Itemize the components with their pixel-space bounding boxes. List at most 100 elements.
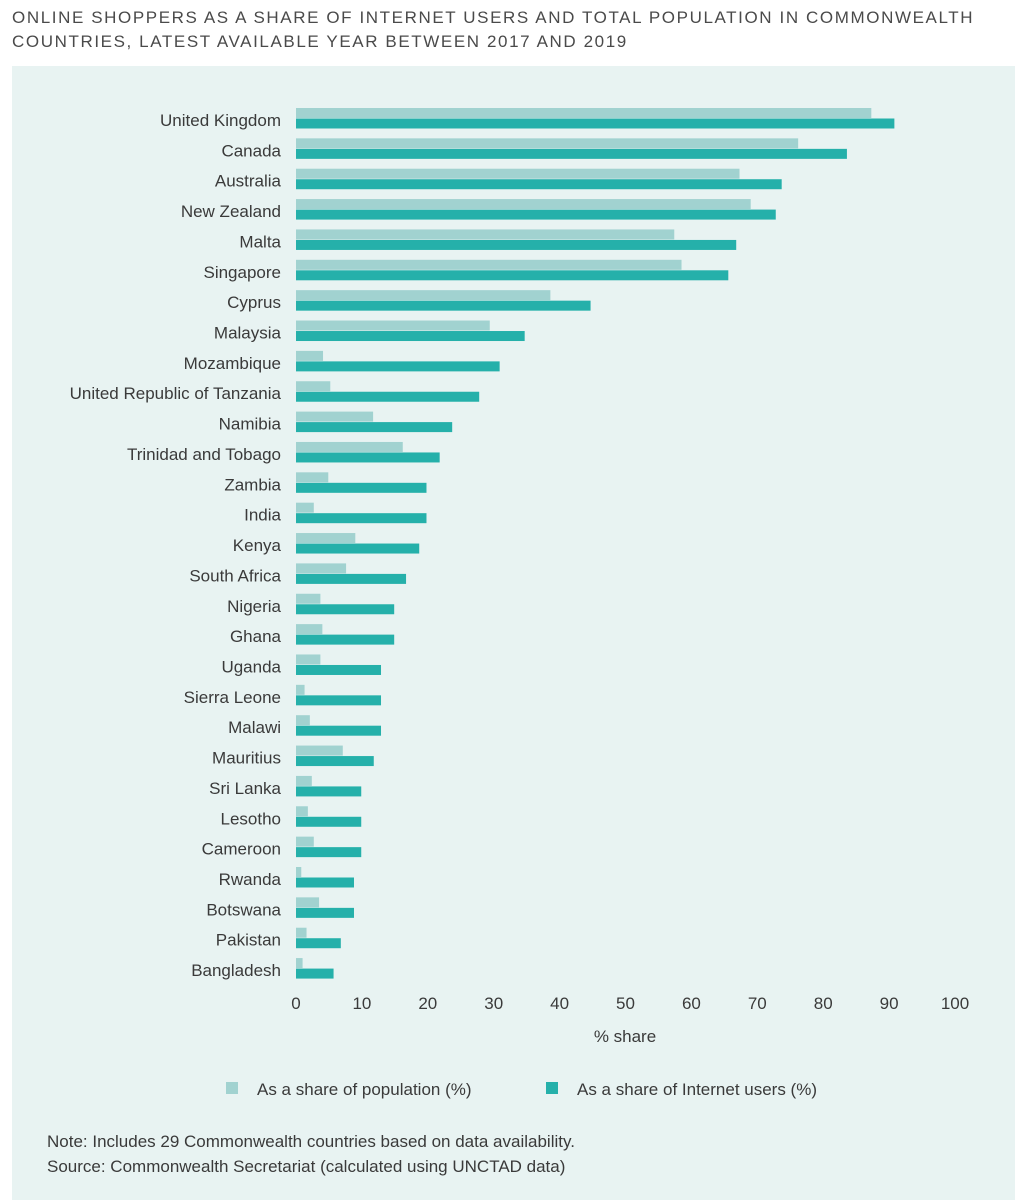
x-tick-label: 50: [616, 994, 635, 1013]
bar-internet-users: [296, 664, 382, 675]
bar-internet-users: [296, 148, 847, 159]
x-tick-label: 70: [748, 994, 767, 1013]
bar-population: [296, 290, 551, 301]
bar-internet-users: [296, 695, 382, 706]
chart-title: ONLINE SHOPPERS AS A SHARE OF INTERNET U…: [12, 8, 975, 51]
bar-internet-users: [296, 543, 420, 554]
bar-internet-users: [296, 816, 362, 827]
chart-source: Source: Commonwealth Secretariat (calcul…: [47, 1157, 566, 1176]
bar-internet-users: [296, 482, 427, 493]
category-label: Mauritius: [212, 749, 281, 768]
legend-swatch: [546, 1082, 558, 1094]
category-label: Canada: [221, 141, 281, 160]
category-label: Trinidad and Tobago: [127, 445, 281, 464]
category-label: Lesotho: [221, 809, 282, 828]
bar-internet-users: [296, 300, 591, 311]
bar-internet-users: [296, 725, 382, 736]
x-tick-label: 80: [814, 994, 833, 1013]
bar-population: [296, 168, 740, 179]
bar-internet-users: [296, 118, 895, 129]
category-label: Sierra Leone: [184, 688, 281, 707]
bar-population: [296, 229, 675, 240]
x-tick-label: 20: [418, 994, 437, 1013]
bar-population: [296, 199, 751, 210]
bar-internet-users: [296, 209, 776, 220]
bar-population: [296, 138, 799, 149]
chart-panel: [12, 66, 1015, 1200]
category-label: New Zealand: [181, 202, 281, 221]
x-tick-label: 90: [880, 994, 899, 1013]
bar-internet-users: [296, 422, 453, 433]
category-label: Malawi: [228, 718, 281, 737]
bar-population: [296, 927, 307, 938]
bar-population: [296, 502, 314, 513]
bar-population: [296, 806, 308, 817]
bar-population: [296, 411, 374, 422]
bar-population: [296, 472, 329, 483]
bar-internet-users: [296, 907, 354, 918]
x-tick-label: 10: [352, 994, 371, 1013]
category-label: Malaysia: [214, 324, 282, 343]
bar-internet-users: [296, 938, 341, 949]
x-tick-label: 0: [291, 994, 300, 1013]
category-label: Ghana: [230, 627, 282, 646]
bar-population: [296, 867, 302, 877]
bar-internet-users: [296, 513, 427, 524]
category-label: Singapore: [203, 263, 281, 282]
bar-population: [296, 654, 321, 665]
bar-internet-users: [296, 361, 500, 372]
legend-swatch: [226, 1082, 238, 1094]
bar-internet-users: [296, 239, 737, 250]
bar-internet-users: [296, 604, 395, 615]
category-label: Uganda: [221, 657, 281, 676]
category-label: Kenya: [233, 536, 282, 555]
bar-population: [296, 350, 324, 361]
bar-population: [296, 624, 323, 635]
bar-population: [296, 259, 682, 270]
bar-population: [296, 108, 872, 118]
category-label: Australia: [215, 172, 282, 191]
bar-population: [296, 958, 303, 969]
bar-internet-users: [296, 573, 407, 584]
bar-population: [296, 593, 321, 604]
category-label: Namibia: [219, 415, 282, 434]
bar-population: [296, 775, 312, 786]
bar-internet-users: [296, 270, 729, 281]
chart-note: Note: Includes 29 Commonwealth countries…: [47, 1132, 575, 1151]
category-label: United Kingdom: [160, 111, 281, 130]
x-tick-label: 30: [484, 994, 503, 1013]
bar-population: [296, 441, 403, 452]
bar-population: [296, 320, 490, 331]
bar-internet-users: [296, 756, 374, 767]
bar-internet-users: [296, 179, 782, 190]
x-tick-label: 60: [682, 994, 701, 1013]
bar-internet-users: [296, 452, 440, 463]
bar-internet-users: [296, 847, 362, 858]
category-label: Mozambique: [184, 354, 281, 373]
bar-population: [296, 715, 310, 726]
bar-internet-users: [296, 877, 354, 888]
legend-label: As a share of population (%): [257, 1080, 472, 1099]
category-label: Malta: [239, 232, 281, 251]
bar-internet-users: [296, 786, 362, 797]
legend-label: As a share of Internet users (%): [577, 1080, 817, 1099]
bar-population: [296, 381, 331, 392]
category-label: India: [244, 506, 281, 525]
x-tick-label: 40: [550, 994, 569, 1013]
category-label: Zambia: [224, 475, 281, 494]
category-label: Nigeria: [227, 597, 281, 616]
x-tick-label: 100: [941, 994, 969, 1013]
category-label: South Africa: [189, 566, 281, 585]
category-label: Bangladesh: [191, 961, 281, 980]
bar-population: [296, 836, 314, 847]
category-label: United Republic of Tanzania: [70, 384, 282, 403]
category-label: Botswana: [206, 900, 281, 919]
bar-internet-users: [296, 634, 395, 645]
category-label: Pakistan: [216, 931, 281, 950]
bar-population: [296, 684, 305, 695]
category-label: Rwanda: [219, 870, 282, 889]
bar-population: [296, 897, 320, 908]
category-label: Sri Lanka: [209, 779, 281, 798]
category-label: Cyprus: [227, 293, 281, 312]
